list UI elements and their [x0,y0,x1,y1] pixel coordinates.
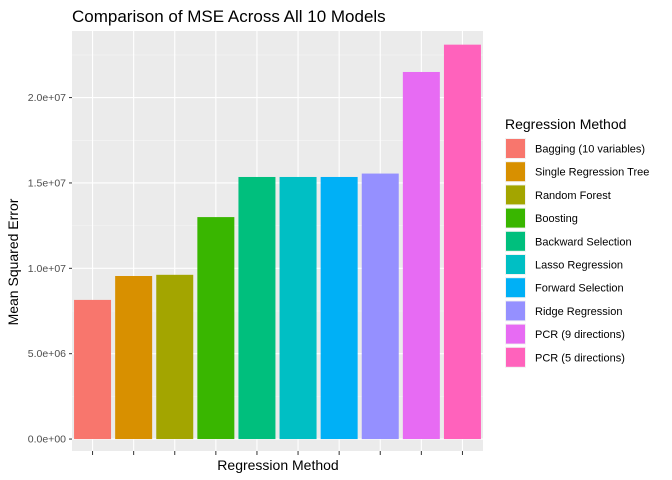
bar-2 [115,276,153,440]
legend-swatch-5 [506,231,525,251]
y-axis-title: Mean Squared Error [5,198,21,325]
legend-swatch-2 [506,162,525,182]
legend-swatch-8 [506,301,525,321]
legend-label: Bagging (10 variables) [535,144,645,156]
legend-label: Backward Selection [535,236,632,248]
bars [74,44,481,440]
bar-5 [238,176,276,440]
y-tick-label: 2.0e+07 [28,92,66,104]
legend-swatch-3 [506,185,525,205]
bar-3 [156,274,194,440]
legend-label: PCR (9 directions) [535,329,625,341]
legend-swatch-7 [506,278,525,298]
legend-swatch-10 [506,347,525,367]
legend-label: Boosting [535,213,578,225]
bar-6 [279,176,317,440]
axes: 0.0e+00 5.0e+06 1.0e+07 1.5e+07 2.0e+07 [28,92,463,455]
bar-10 [443,44,481,440]
legend-label: Lasso Regression [535,260,623,272]
bar-7 [320,176,358,440]
legend-swatch-4 [506,208,525,228]
legend-swatch-1 [506,139,525,158]
legend-label: Forward Selection [535,283,624,295]
legend-label: PCR (5 directions) [535,352,625,364]
legend-swatch-6 [506,255,525,274]
y-tick-label: 5.0e+06 [28,348,66,360]
bar-1 [74,299,112,440]
legend-swatch-9 [506,324,525,344]
legend-items: Bagging (10 variables) Single Regression … [505,138,649,368]
x-axis-title: Regression Method [217,457,338,473]
bar-8 [361,173,399,440]
bar-9 [402,71,440,440]
y-tick-label: 0.0e+00 [28,434,66,446]
y-tick-label: 1.5e+07 [28,177,66,189]
y-tick-label: 1.0e+07 [28,263,66,275]
chart-title: Comparison of MSE Across All 10 Models [72,7,386,26]
legend-label: Random Forest [535,190,611,202]
legend-title: Regression Method [505,116,626,132]
bar-4 [197,217,235,440]
legend-label: Ridge Regression [535,306,622,318]
legend: Regression Method Bagging (10 variables)… [505,116,649,368]
legend-label: Single Regression Tree [535,167,649,179]
